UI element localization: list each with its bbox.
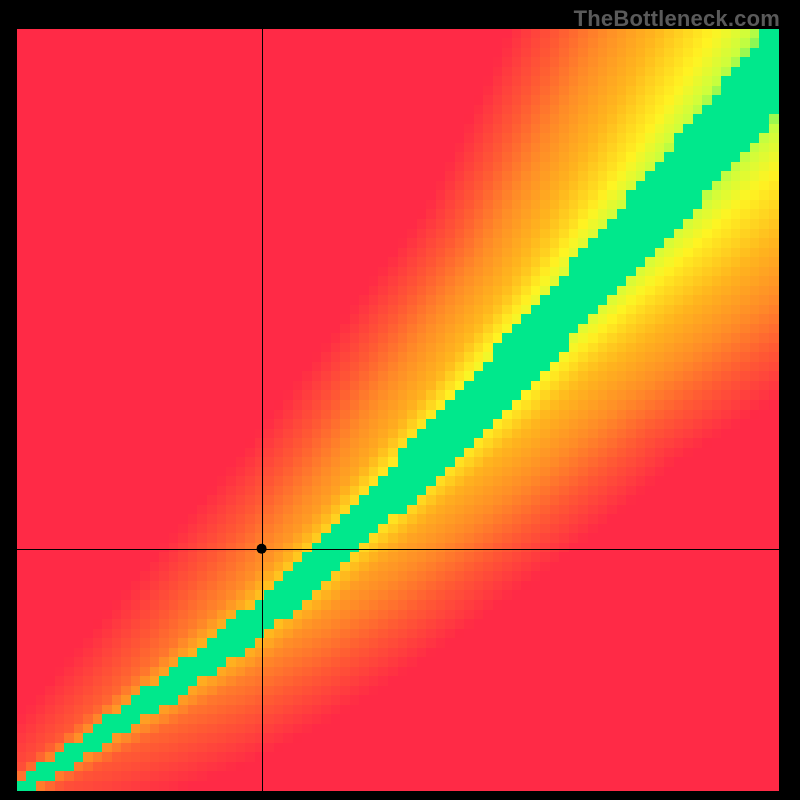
bottleneck-heatmap xyxy=(17,29,779,791)
chart-container: TheBottleneck.com xyxy=(0,0,800,800)
watermark-text: TheBottleneck.com xyxy=(574,6,780,32)
